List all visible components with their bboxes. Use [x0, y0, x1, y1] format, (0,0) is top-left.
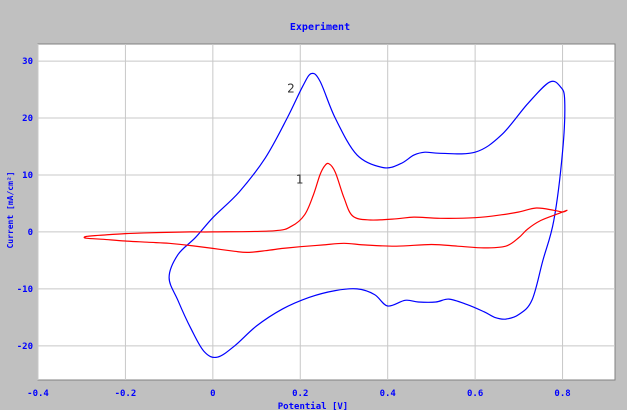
plot-area [37, 43, 616, 381]
y-tick-label: -20 [17, 342, 33, 352]
tick-labels: -0.4 -0.2 0 0.2 0.4 0.6 0.8 -20 -10 0 10 20 30 [17, 57, 571, 399]
y-tick-label: 0 [28, 228, 33, 238]
x-tick-label: 0.4 [380, 389, 397, 399]
y-tick-label: 10 [22, 171, 33, 181]
x-axis-label: Potential [V] [278, 401, 348, 410]
y-axis-label: Current [mA/cm²] [6, 171, 15, 248]
x-tick-label: 0.6 [467, 389, 483, 399]
x-tick-label: 0.2 [292, 389, 308, 399]
x-tick-label: 0.8 [554, 389, 570, 399]
series-line-1 [168, 72, 566, 359]
series-line-2 [83, 162, 568, 254]
y-tick-label: -10 [17, 285, 33, 295]
curve-annotation: 1 [296, 173, 304, 187]
series-lines [83, 72, 568, 359]
y-tick-label: 30 [22, 57, 33, 67]
chart-title: Experiment [290, 21, 350, 33]
curve-annotation: 2 [287, 81, 295, 95]
x-tick-label: -0.2 [115, 389, 137, 399]
grid-lines [37, 44, 615, 380]
y-tick-label: 20 [22, 114, 33, 124]
x-tick-label: 0 [210, 389, 215, 399]
x-tick-label: -0.4 [27, 389, 49, 399]
annotations: 21 [287, 81, 303, 186]
